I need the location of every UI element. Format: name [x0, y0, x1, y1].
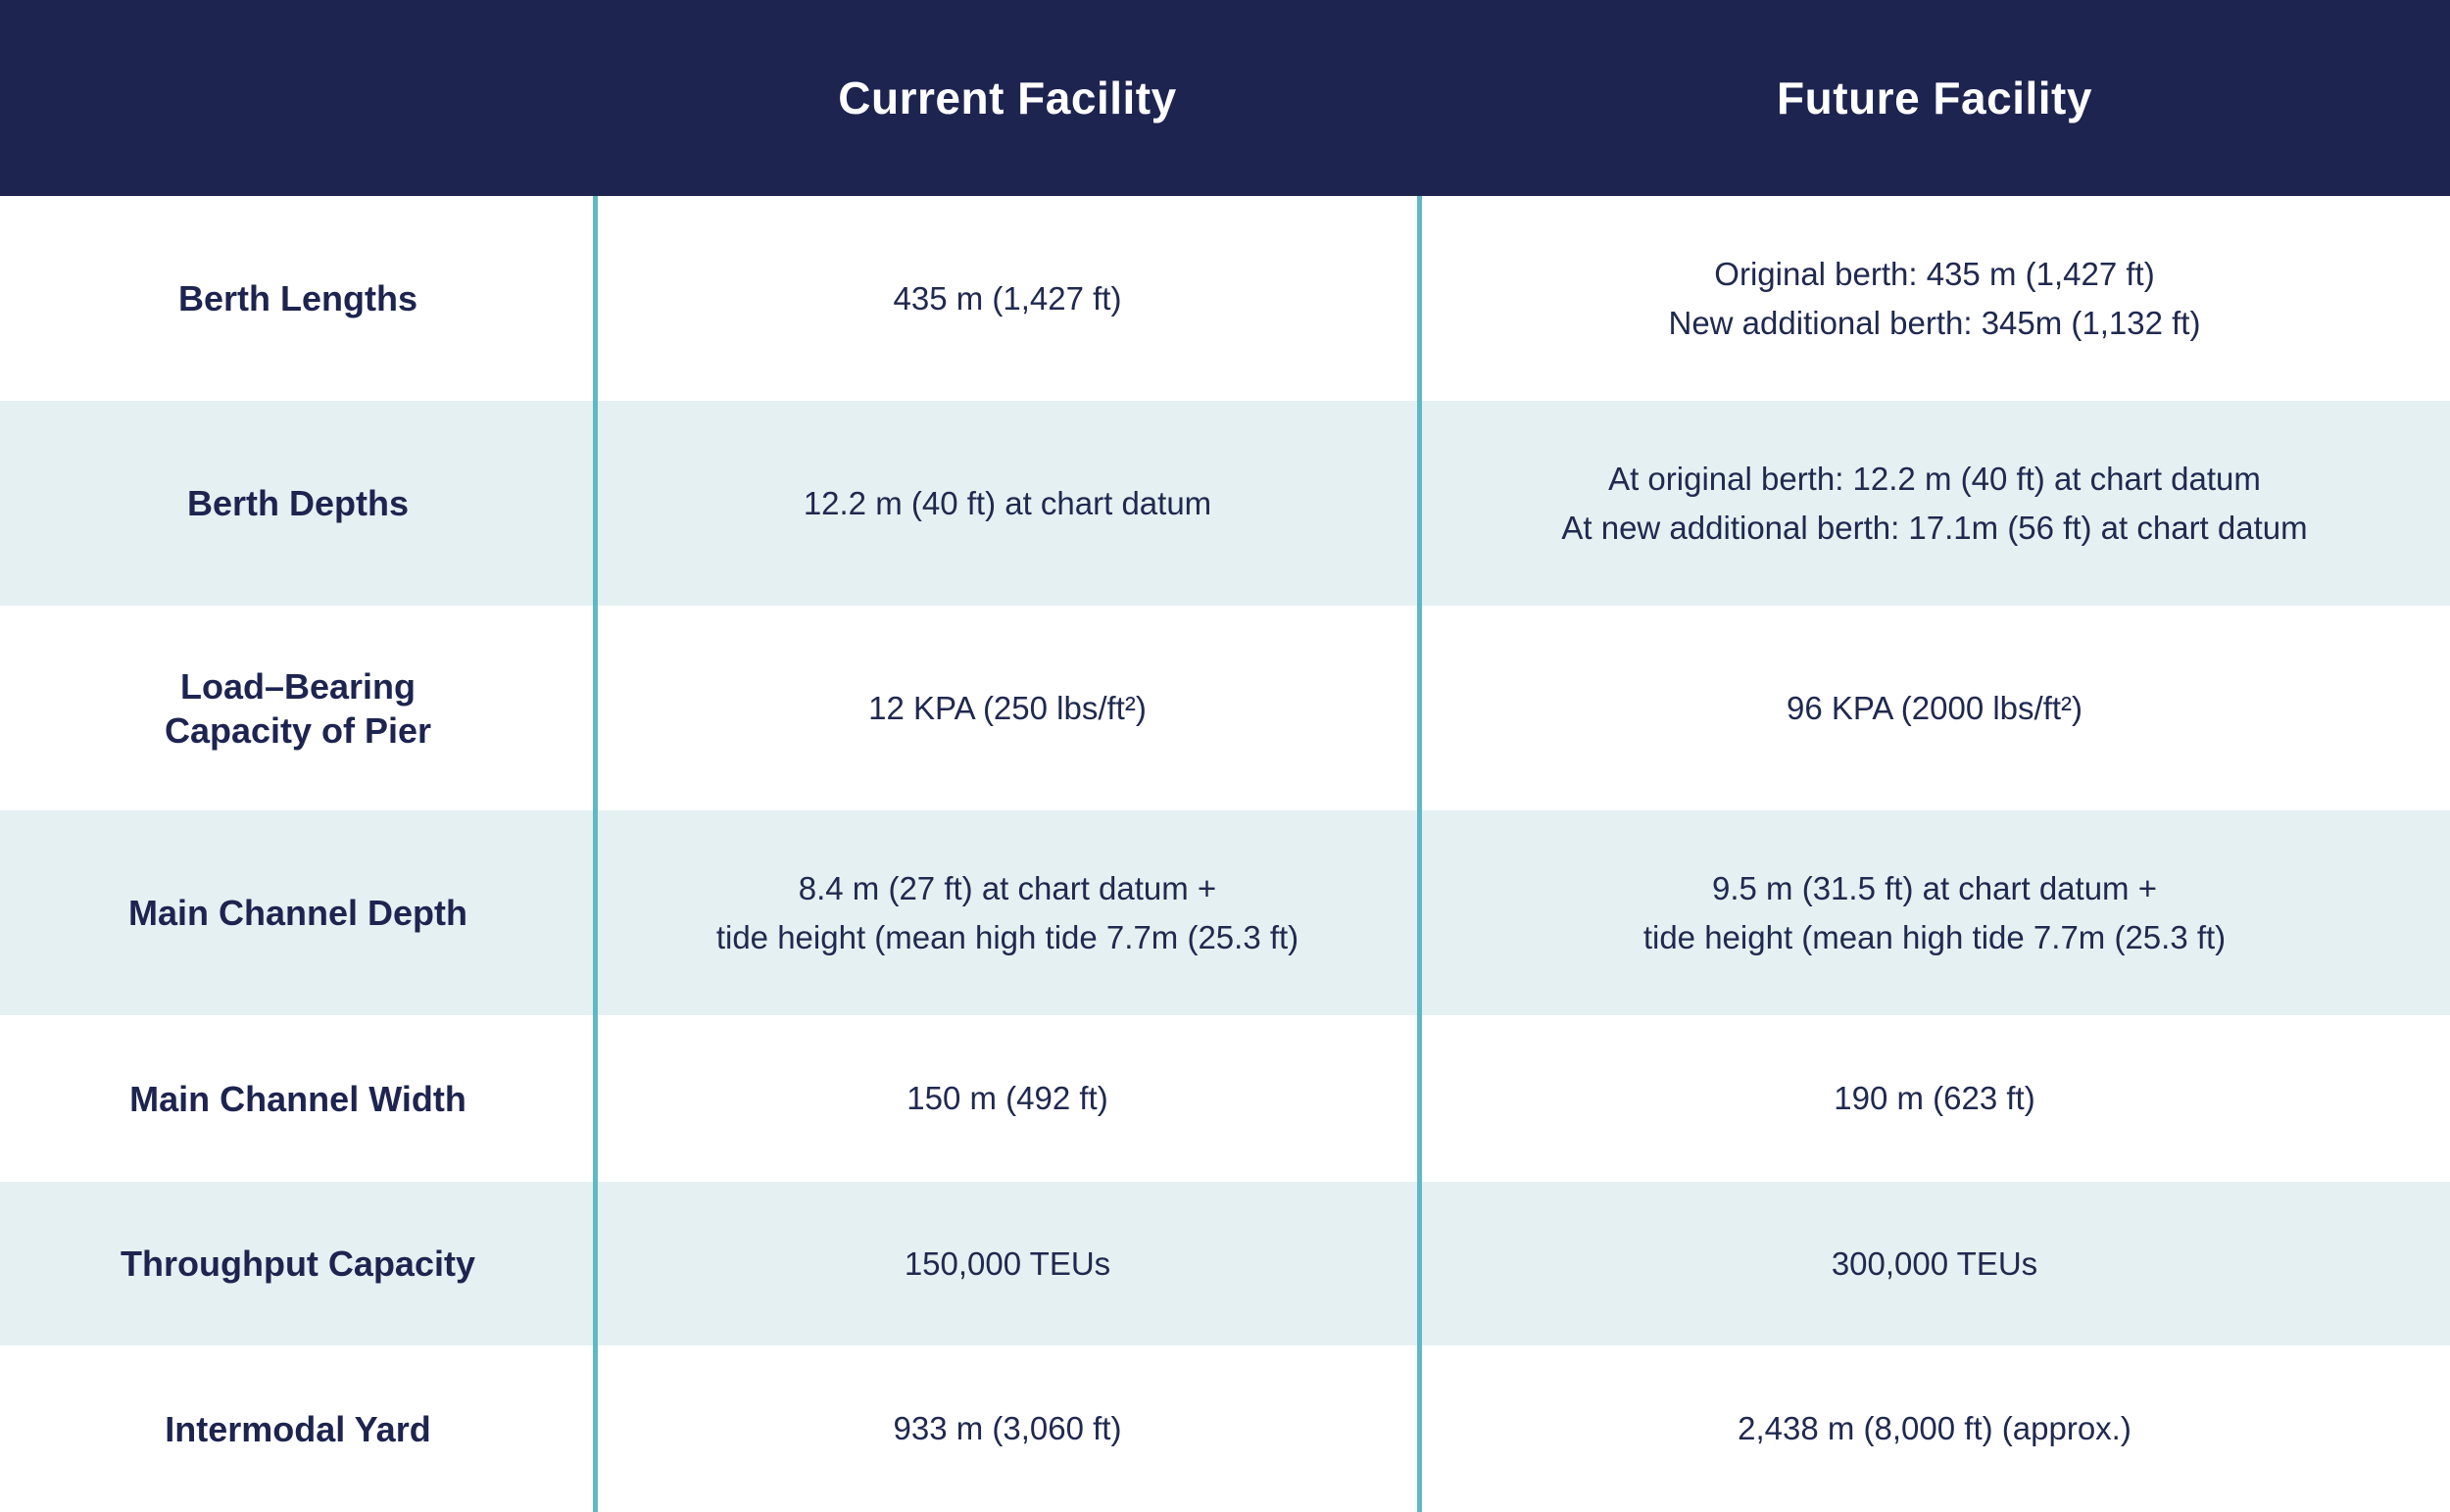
- column-divider-right: [1417, 196, 1422, 1512]
- future-value: Original berth: 435 m (1,427 ft) New add…: [1668, 256, 2201, 341]
- current-value: 933 m (3,060 ft): [893, 1410, 1122, 1447]
- future-value: At original berth: 12.2 m (40 ft) at cha…: [1561, 461, 2308, 546]
- table-header-row: Current Facility Future Facility: [0, 0, 2450, 196]
- column-header-current-facility: Current Facility: [838, 73, 1177, 123]
- row-label: Main Channel Width: [129, 1078, 466, 1119]
- row-label: Load–Bearing Capacity of Pier: [164, 665, 432, 751]
- table-row-main-channel-width: Main Channel Width 150 m (492 ft) 190 m …: [0, 1015, 2450, 1182]
- table-row-berth-depths: Berth Depths 12.2 m (40 ft) at chart dat…: [0, 401, 2450, 606]
- current-value: 150 m (492 ft): [906, 1080, 1108, 1117]
- table-row-load-bearing-capacity: Load–Bearing Capacity of Pier 12 KPA (25…: [0, 606, 2450, 810]
- table-row-throughput-capacity: Throughput Capacity 150,000 TEUs 300,000…: [0, 1182, 2450, 1345]
- row-label: Berth Depths: [186, 483, 410, 523]
- table-row-intermodal-yard: Intermodal Yard 933 m (3,060 ft) 2,438 m…: [0, 1345, 2450, 1512]
- column-divider-left: [593, 196, 598, 1512]
- row-label: Intermodal Yard: [165, 1408, 431, 1449]
- current-value: 12 KPA (250 lbs/ft²): [868, 689, 1147, 726]
- table-row-berth-lengths: Berth Lengths 435 m (1,427 ft) Original …: [0, 196, 2450, 401]
- row-label: Berth Lengths: [177, 278, 417, 318]
- future-value: 9.5 m (31.5 ft) at chart datum + tide he…: [1642, 870, 2227, 955]
- current-value: 12.2 m (40 ft) at chart datum: [803, 484, 1212, 521]
- current-value: 150,000 TEUs: [904, 1244, 1111, 1282]
- future-value: 96 KPA (2000 lbs/ft²): [1786, 689, 2083, 726]
- future-value: 300,000 TEUs: [1831, 1244, 2038, 1282]
- row-label: Main Channel Depth: [127, 893, 467, 933]
- row-label: Throughput Capacity: [121, 1244, 475, 1284]
- current-value: 435 m (1,427 ft): [893, 279, 1122, 317]
- table-row-main-channel-depth: Main Channel Depth 8.4 m (27 ft) at char…: [0, 810, 2450, 1015]
- current-value: 8.4 m (27 ft) at chart datum + tide heig…: [715, 870, 1299, 955]
- column-header-future-facility: Future Facility: [1777, 73, 2092, 123]
- future-value: 190 m (623 ft): [1834, 1080, 2035, 1117]
- future-value: 2,438 m (8,000 ft) (approx.): [1738, 1410, 2132, 1447]
